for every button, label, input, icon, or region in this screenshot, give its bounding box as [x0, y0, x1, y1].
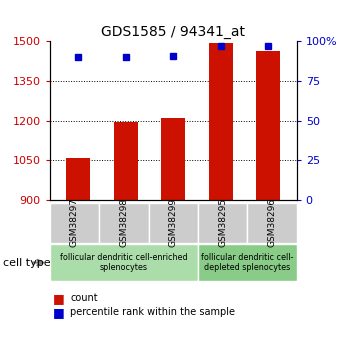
Text: ■: ■ [53, 306, 65, 319]
Bar [114, 122, 138, 200]
Text: percentile rank within the sample: percentile rank within the sample [70, 307, 235, 317]
Text: follicular dendritic cell-
depleted splenocytes: follicular dendritic cell- depleted sple… [201, 253, 294, 272]
Bar [209, 43, 233, 200]
Bar [161, 118, 185, 200]
Text: GSM38297: GSM38297 [70, 198, 79, 247]
Text: cell type: cell type [3, 258, 51, 267]
Text: count: count [70, 294, 98, 303]
Bar [66, 158, 90, 200]
Text: follicular dendritic cell-enriched
splenocytes: follicular dendritic cell-enriched splen… [60, 253, 188, 272]
Text: GSM38298: GSM38298 [119, 198, 128, 247]
Text: GSM38299: GSM38299 [169, 198, 178, 247]
Text: GSM38296: GSM38296 [268, 198, 276, 247]
Text: GSM38295: GSM38295 [218, 198, 227, 247]
Text: ■: ■ [53, 292, 65, 305]
Bar [256, 51, 280, 200]
Title: GDS1585 / 94341_at: GDS1585 / 94341_at [101, 25, 245, 39]
